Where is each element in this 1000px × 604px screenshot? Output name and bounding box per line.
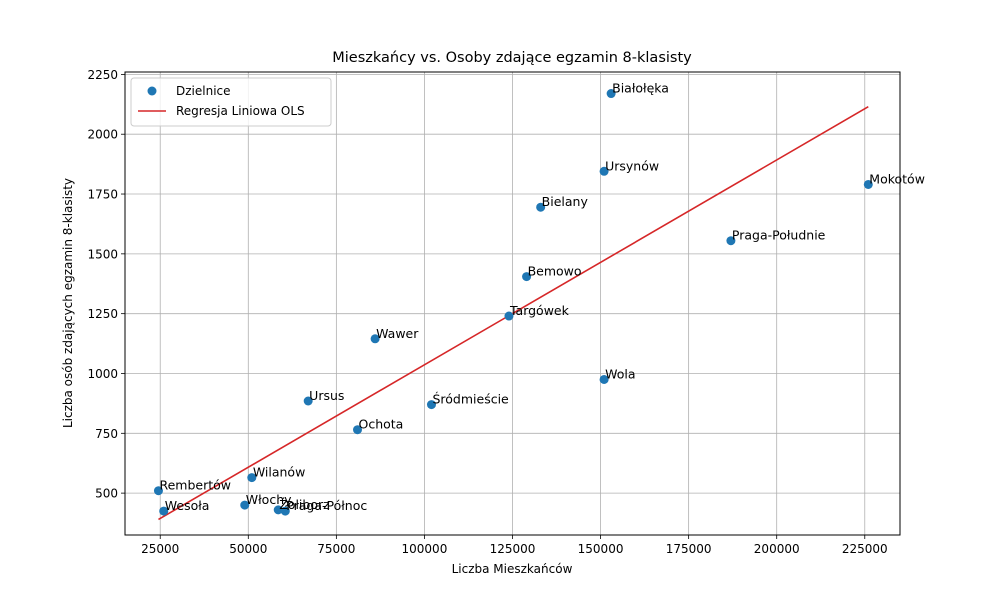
data-point [303, 396, 313, 406]
point-label: Rembertów [159, 478, 231, 493]
y-axis-label: Liczba osób zdających egzamin 8-klasisty [61, 178, 75, 428]
x-tick-label: 50000 [229, 542, 267, 556]
legend-scatter-marker [147, 86, 157, 96]
y-tick-label: 1250 [87, 307, 118, 321]
chart-title: Mieszkańcy vs. Osoby zdające egzamin 8-k… [332, 50, 692, 66]
point-label: Praga-Północ [286, 498, 367, 513]
point-label: Bemowo [528, 264, 582, 279]
legend-label-regression: Regresja Liniowa OLS [176, 104, 305, 118]
data-point [273, 505, 283, 515]
data-point [240, 500, 250, 510]
x-tick-label: 225000 [842, 542, 888, 556]
x-axis-ticks: 25000 50000 75000 100000 125000 150000 175000 2… [141, 535, 888, 556]
y-tick-label: 1000 [87, 367, 118, 381]
point-label: Wawer [376, 326, 419, 341]
point-label: Ursus [309, 388, 344, 403]
legend: Dzielnice Regresja Liniowa OLS [130, 77, 332, 127]
x-tick-label: 25000 [141, 542, 179, 556]
x-tick-label: 175000 [666, 542, 712, 556]
point-label: Ochota [359, 417, 404, 432]
point-label: Wesoła [165, 498, 210, 513]
data-point [353, 425, 362, 435]
y-tick-label: 2250 [87, 68, 118, 82]
x-tick-label: 100000 [402, 542, 448, 556]
legend-box [130, 77, 332, 127]
data-point [863, 179, 873, 189]
y-tick-label: 1500 [87, 247, 118, 261]
point-label: Praga-Południe [732, 228, 826, 243]
data-point [159, 506, 169, 516]
point-label: Bielany [542, 194, 589, 209]
point-labels: Białołęka Ursynów Mokotów Bielany Praga-Połu… [159, 81, 924, 514]
y-tick-label: 1750 [87, 188, 118, 202]
regression-line-group [158, 106, 869, 521]
data-point [504, 311, 514, 321]
data-point [247, 473, 257, 483]
x-tick-label: 75000 [317, 542, 355, 556]
data-point [599, 166, 609, 176]
point-label: Włochy [246, 492, 292, 507]
y-tick-label: 500 [95, 487, 118, 501]
legend-label-dzielnice: Dzielnice [176, 84, 231, 98]
point-label: Białołęka [612, 81, 669, 96]
point-label: Mokotów [869, 171, 925, 186]
x-tick-label: 125000 [490, 542, 536, 556]
data-point [280, 506, 290, 516]
x-tick-label: 200000 [754, 542, 800, 556]
data-point [536, 202, 546, 212]
data-point [606, 89, 616, 99]
y-tick-label: 750 [95, 427, 118, 441]
data-point [370, 334, 380, 344]
point-label: Żoliborz [279, 497, 330, 512]
data-point [426, 400, 436, 410]
point-label: Śródmieście [432, 392, 509, 407]
data-point [522, 272, 532, 282]
x-axis-label: Liczba Mieszkańców [452, 562, 573, 576]
point-label: Wilanów [253, 465, 305, 480]
data-point [599, 374, 609, 384]
point-label: Targówek [509, 303, 570, 318]
data-point [153, 486, 163, 496]
point-label: Ursynów [605, 158, 659, 173]
x-tick-label: 150000 [578, 542, 624, 556]
y-axis-ticks: 500 750 1000 1250 1500 1750 2000 2250 [87, 68, 125, 501]
y-tick-label: 2000 [87, 128, 118, 142]
data-points [153, 89, 873, 516]
point-label: Wola [605, 366, 635, 381]
data-point [726, 236, 736, 246]
regression-line [158, 106, 869, 521]
